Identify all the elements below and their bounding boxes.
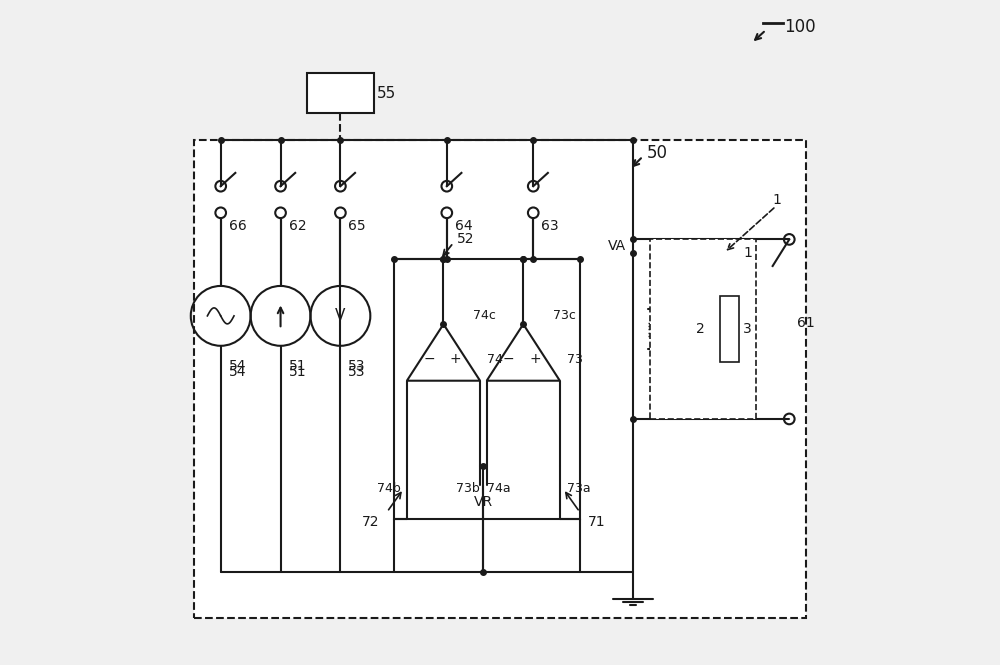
Text: 73a: 73a <box>567 482 590 495</box>
FancyBboxPatch shape <box>194 140 806 618</box>
Text: 1: 1 <box>744 246 753 260</box>
Text: 54: 54 <box>229 365 246 380</box>
Text: VR: VR <box>474 495 493 509</box>
Text: 51: 51 <box>289 358 306 373</box>
FancyBboxPatch shape <box>650 239 756 419</box>
Text: 64: 64 <box>455 219 472 233</box>
Text: 52: 52 <box>457 232 474 247</box>
Text: VA: VA <box>608 239 626 253</box>
FancyBboxPatch shape <box>307 73 374 113</box>
Text: V: V <box>335 309 346 323</box>
Text: −: − <box>503 352 514 366</box>
Text: 51: 51 <box>289 365 306 380</box>
Text: −: − <box>423 352 435 366</box>
Text: 61: 61 <box>797 315 815 330</box>
Text: +: + <box>450 352 461 366</box>
Text: 62: 62 <box>289 219 306 233</box>
FancyBboxPatch shape <box>720 296 739 362</box>
Text: 73c: 73c <box>553 309 576 323</box>
Text: 72: 72 <box>362 515 379 529</box>
Text: 1: 1 <box>773 192 782 207</box>
Text: 53: 53 <box>348 358 366 373</box>
Text: +: + <box>529 352 541 366</box>
Text: 63: 63 <box>541 219 559 233</box>
Text: 73: 73 <box>567 352 582 366</box>
Text: 74c: 74c <box>473 309 496 323</box>
Text: 66: 66 <box>229 219 246 233</box>
Text: 50: 50 <box>646 144 667 162</box>
Text: 71: 71 <box>588 515 605 529</box>
Text: 73b: 73b <box>456 482 480 495</box>
Text: 65: 65 <box>348 219 366 233</box>
Text: 74a: 74a <box>487 482 510 495</box>
Text: 54: 54 <box>229 358 246 373</box>
Text: 74: 74 <box>487 352 503 366</box>
FancyBboxPatch shape <box>394 259 580 519</box>
Text: 55: 55 <box>377 86 396 100</box>
Text: 53: 53 <box>348 365 366 380</box>
Text: 3: 3 <box>743 322 751 336</box>
Text: 74b: 74b <box>376 482 400 495</box>
Text: 2: 2 <box>696 322 705 336</box>
Text: 100: 100 <box>785 17 816 36</box>
